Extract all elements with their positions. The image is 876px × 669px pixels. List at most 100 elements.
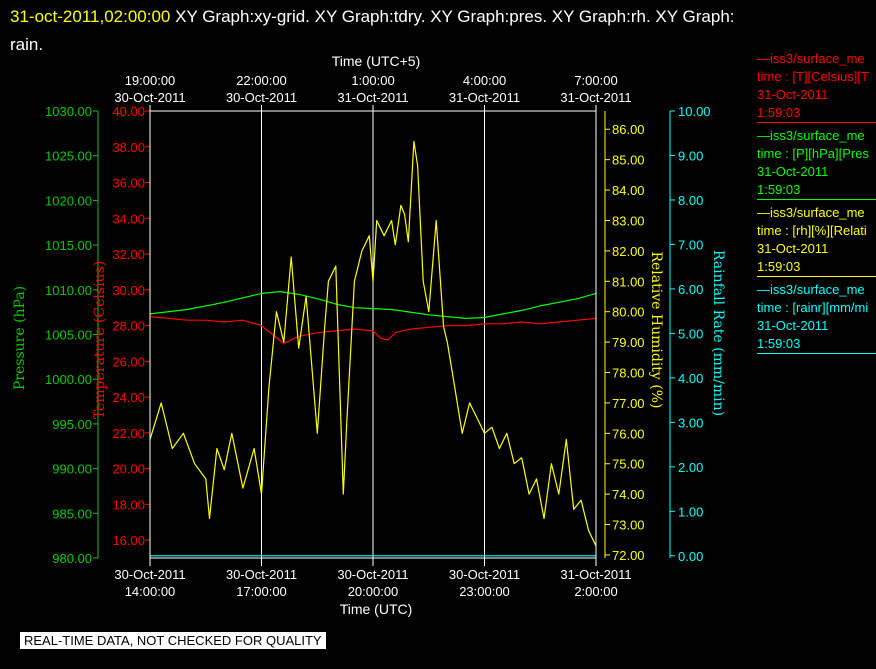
legend-entry-name: —iss3/surface_me — [757, 282, 865, 297]
legend-separator — [757, 276, 876, 277]
x-top-tick-time: 19:00:00 — [125, 73, 176, 88]
legend-entry-date: 31-Oct-2011 — [757, 318, 829, 333]
x-bottom-tick-date: 30-Oct-2011 — [449, 567, 520, 582]
x-bottom-axis-label: Time (UTC) — [340, 601, 413, 617]
pressure-tick-label: 1010.00 — [45, 283, 92, 298]
x-top-tick-date: 31-Oct-2011 — [449, 90, 520, 105]
rh-tick-label: 72.00 — [612, 548, 645, 563]
axes-layer — [93, 105, 675, 566]
rh-tick-label: 75.00 — [612, 457, 645, 472]
legend-entry-desc: time : [P][hPa][Pres — [757, 146, 869, 161]
x-top-tick-date: 30-Oct-2011 — [114, 90, 185, 105]
x-bottom-tick-date: 30-Oct-2011 — [337, 567, 408, 582]
legend-entry-time: 1:59:03 — [757, 182, 801, 197]
legend-entry-date: 31-Oct-2011 — [757, 87, 829, 102]
x-bottom-tick-time: 23:00:00 — [459, 584, 510, 599]
temperature-tick-label: 22.00 — [112, 426, 145, 441]
x-bottom-tick-date: 31-Oct-2011 — [560, 567, 631, 582]
quality-banner: REAL-TIME DATA, NOT CHECKED FOR QUALITY — [20, 632, 326, 649]
legend-separator — [757, 122, 876, 123]
temperature-tick-label: 40.00 — [112, 104, 145, 119]
x-top-axis-label: Time (UTC+5) — [332, 53, 421, 69]
rainfall-tick-label: 8.00 — [678, 193, 703, 208]
legend-entry-desc: time : [T][Celsius][T — [757, 69, 869, 84]
x-top-tick-date: 31-Oct-2011 — [560, 90, 631, 105]
temperature-axis-title: Temperature (Celsius) — [92, 261, 108, 419]
legend-entry-name: —iss3/surface_me — [757, 128, 865, 143]
x-top-tick-date: 31-Oct-2011 — [337, 90, 408, 105]
temperature-tick-label: 24.00 — [112, 390, 145, 405]
rh-tick-label: 79.00 — [612, 335, 645, 350]
pressure-tick-label: 985.00 — [52, 506, 92, 521]
pressure-axis-title: Pressure (hPa) — [12, 286, 28, 390]
pressure-tick-label: 990.00 — [52, 462, 92, 477]
x-bottom-tick-time: 20:00:00 — [348, 584, 399, 599]
rainfall-tick-label: 7.00 — [678, 237, 703, 252]
legend-separator — [757, 199, 876, 200]
temperature-tick-label: 30.00 — [112, 283, 145, 298]
rainfall-tick-label: 3.00 — [678, 415, 703, 430]
pressure-tick-label: 1005.00 — [45, 328, 92, 343]
rh-tick-label: 78.00 — [612, 366, 645, 381]
pressure-tick-label: 1015.00 — [45, 238, 92, 253]
pressure-tick-label: 1000.00 — [45, 372, 92, 387]
x-top-tick-time: 4:00:00 — [463, 73, 506, 88]
rh-tick-label: 81.00 — [612, 274, 645, 289]
legend-entry-desc: time : [rh][%][Relati — [757, 223, 867, 238]
rainfall-tick-label: 5.00 — [678, 326, 703, 341]
rh-tick-label: 77.00 — [612, 396, 645, 411]
rainfall-tick-label: 0.00 — [678, 549, 703, 564]
x-bottom-tick-date: 30-Oct-2011 — [114, 567, 185, 582]
temperature-tick-label: 18.00 — [112, 497, 145, 512]
pressure-tick-label: 980.00 — [52, 551, 92, 566]
grid-lines — [261, 111, 485, 558]
pressure-tick-label: 1025.00 — [45, 149, 92, 164]
rainfall-tick-label: 2.00 — [678, 460, 703, 475]
pressure-series-line — [149, 291, 597, 319]
temperature-tick-label: 38.00 — [112, 140, 145, 155]
legend-entry-time: 1:59:03 — [757, 336, 801, 351]
legend-entry-name: —iss3/surface_me — [757, 51, 865, 66]
rh-tick-label: 82.00 — [612, 244, 645, 259]
axis-labels: 30-Oct-2011 14:00:00 30-Oct-2011 17:00:00 30… — [12, 53, 726, 617]
title-timestamp: 31-oct-2011,02:00:00 — [10, 7, 171, 26]
x-bottom-tick-time: 14:00:00 — [125, 584, 176, 599]
series-layer — [149, 140, 597, 557]
rh-tick-label: 84.00 — [612, 183, 645, 198]
rainfall-tick-label: 9.00 — [678, 148, 703, 163]
temperature-tick-label: 32.00 — [112, 247, 145, 262]
x-top-tick-time: 1:00:00 — [351, 73, 394, 88]
pressure-tick-label: 1020.00 — [45, 193, 92, 208]
temperature-tick-label: 34.00 — [112, 211, 145, 226]
x-top-tick-time: 7:00:00 — [574, 73, 617, 88]
rh-tick-label: 74.00 — [612, 487, 645, 502]
legend-entry: —iss3/surface_me time : [rainr][mm/mi 31-O… — [757, 281, 876, 354]
title-graph-list: XY Graph:xy-grid. XY Graph:tdry. XY Grap… — [175, 7, 735, 26]
temperature-tick-label: 16.00 — [112, 533, 145, 548]
pressure-tick-label: 995.00 — [52, 417, 92, 432]
x-top-tick-time: 22:00:00 — [236, 73, 287, 88]
rainfall-tick-label: 1.00 — [678, 504, 703, 519]
rh-tick-label: 76.00 — [612, 426, 645, 441]
rh-tick-label: 80.00 — [612, 305, 645, 320]
x-bottom-tick-date: 30-Oct-2011 — [226, 567, 297, 582]
temperature-tick-label: 36.00 — [112, 176, 145, 191]
relative-humidity-series-line — [149, 140, 597, 547]
pressure-tick-label: 1030.00 — [45, 104, 92, 119]
plot-frame — [149, 110, 597, 559]
rh-tick-label: 83.00 — [612, 213, 645, 228]
temperature-series-line — [149, 316, 597, 344]
temperature-tick-label: 26.00 — [112, 354, 145, 369]
rh-tick-label: 86.00 — [612, 122, 645, 137]
x-bottom-tick-time: 2:00:00 — [574, 584, 617, 599]
x-top-tick-date: 30-Oct-2011 — [226, 90, 297, 105]
rainfall-tick-label: 6.00 — [678, 282, 703, 297]
x-bottom-tick-time: 17:00:00 — [236, 584, 287, 599]
title-graph-list-cont: rain. — [10, 35, 44, 54]
legend-entry-name: —iss3/surface_me — [757, 205, 865, 220]
rh-axis-title: Relative Humidity (%) — [648, 251, 664, 408]
legend-entry-date: 31-Oct-2011 — [757, 241, 829, 256]
